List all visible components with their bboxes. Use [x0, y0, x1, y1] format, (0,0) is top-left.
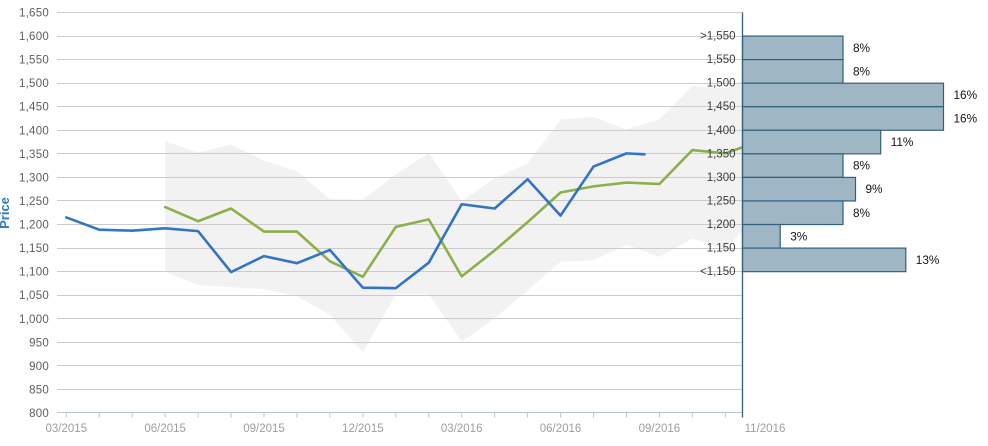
svg-text:16%: 16% — [954, 112, 978, 126]
svg-text:3%: 3% — [790, 229, 808, 243]
svg-text:8%: 8% — [853, 206, 871, 220]
svg-text:1,400: 1,400 — [707, 125, 736, 137]
svg-text:1,200: 1,200 — [19, 220, 49, 232]
svg-text:1,500: 1,500 — [19, 78, 49, 90]
svg-text:1,350: 1,350 — [707, 148, 736, 160]
svg-text:1,550: 1,550 — [707, 54, 736, 66]
svg-text:03/2015: 03/2015 — [46, 423, 88, 435]
svg-text:1,050: 1,050 — [19, 290, 49, 302]
svg-text:900: 900 — [29, 361, 49, 373]
svg-text:950: 950 — [29, 337, 49, 349]
svg-text:1,250: 1,250 — [19, 196, 49, 208]
svg-text:1,400: 1,400 — [19, 125, 49, 137]
svg-text:11%: 11% — [891, 135, 914, 149]
svg-text:8%: 8% — [853, 159, 871, 173]
svg-text:11/2016: 11/2016 — [745, 423, 786, 435]
svg-text:1,450: 1,450 — [707, 101, 736, 113]
svg-text:8%: 8% — [853, 41, 871, 55]
svg-text:Price: Price — [0, 197, 12, 229]
svg-text:1,250: 1,250 — [707, 195, 736, 207]
svg-text:8%: 8% — [853, 64, 871, 78]
svg-text:1,550: 1,550 — [19, 55, 49, 67]
svg-text:12/2015: 12/2015 — [342, 423, 384, 435]
svg-text:06/2015: 06/2015 — [144, 423, 186, 435]
svg-text:1,450: 1,450 — [19, 102, 49, 114]
svg-text:16%: 16% — [954, 88, 978, 102]
svg-text:1,150: 1,150 — [19, 243, 49, 255]
svg-text:>1,550: >1,550 — [700, 31, 736, 43]
svg-text:1,350: 1,350 — [19, 149, 49, 161]
svg-text:06/2016: 06/2016 — [540, 423, 582, 435]
svg-text:09/2015: 09/2015 — [243, 423, 285, 435]
svg-text:1,200: 1,200 — [707, 219, 736, 231]
svg-text:09/2016: 09/2016 — [639, 423, 681, 435]
svg-text:03/2016: 03/2016 — [441, 423, 483, 435]
svg-text:1,300: 1,300 — [19, 172, 49, 184]
svg-text:1,150: 1,150 — [707, 243, 736, 255]
svg-text:9%: 9% — [866, 182, 884, 196]
svg-text:1,600: 1,600 — [19, 31, 49, 43]
svg-text:<1,150: <1,150 — [700, 266, 736, 278]
svg-text:13%: 13% — [916, 253, 940, 267]
svg-text:1,650: 1,650 — [19, 8, 49, 20]
svg-text:800: 800 — [29, 408, 49, 420]
svg-text:1,000: 1,000 — [19, 314, 49, 326]
svg-text:1,500: 1,500 — [707, 78, 736, 90]
svg-text:850: 850 — [29, 384, 49, 396]
svg-text:1,100: 1,100 — [19, 267, 49, 279]
svg-text:1,300: 1,300 — [707, 172, 736, 184]
